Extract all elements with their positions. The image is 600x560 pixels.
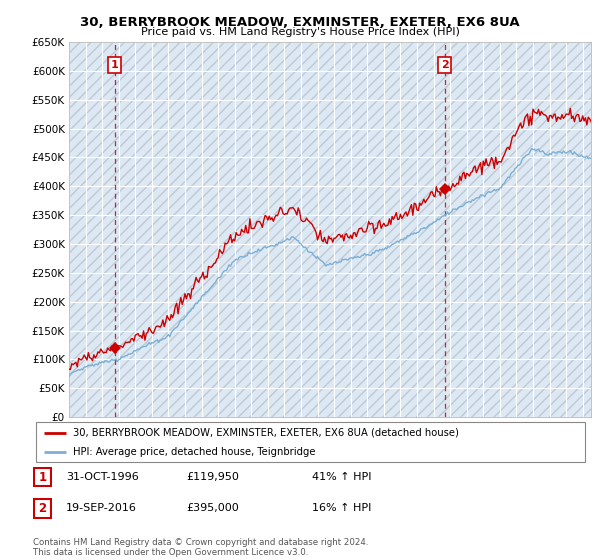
FancyBboxPatch shape (34, 500, 51, 517)
Text: 31-OCT-1996: 31-OCT-1996 (66, 472, 139, 482)
FancyBboxPatch shape (34, 468, 51, 486)
FancyBboxPatch shape (36, 422, 585, 462)
Text: £395,000: £395,000 (186, 503, 239, 514)
Text: 30, BERRYBROOK MEADOW, EXMINSTER, EXETER, EX6 8UA: 30, BERRYBROOK MEADOW, EXMINSTER, EXETER… (80, 16, 520, 29)
Text: 2: 2 (38, 502, 47, 515)
Text: 2: 2 (441, 60, 448, 70)
Text: 16% ↑ HPI: 16% ↑ HPI (312, 503, 371, 514)
Text: 1: 1 (38, 470, 47, 484)
Text: HPI: Average price, detached house, Teignbridge: HPI: Average price, detached house, Teig… (73, 447, 316, 457)
Text: 19-SEP-2016: 19-SEP-2016 (66, 503, 137, 514)
Text: 30, BERRYBROOK MEADOW, EXMINSTER, EXETER, EX6 8UA (detached house): 30, BERRYBROOK MEADOW, EXMINSTER, EXETER… (73, 428, 459, 438)
Text: 41% ↑ HPI: 41% ↑ HPI (312, 472, 371, 482)
Text: £119,950: £119,950 (186, 472, 239, 482)
Text: 1: 1 (110, 60, 118, 70)
Text: Contains HM Land Registry data © Crown copyright and database right 2024.
This d: Contains HM Land Registry data © Crown c… (33, 538, 368, 557)
Text: Price paid vs. HM Land Registry's House Price Index (HPI): Price paid vs. HM Land Registry's House … (140, 27, 460, 37)
